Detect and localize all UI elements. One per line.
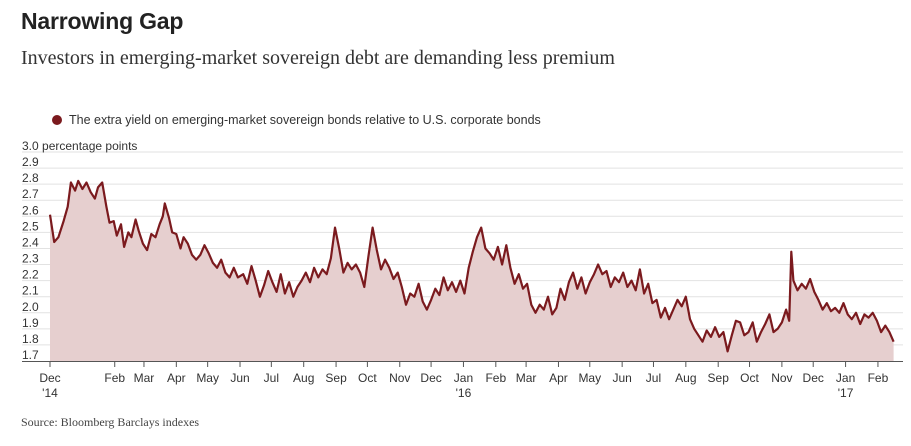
y-tick-label: 2.0 [22, 300, 39, 314]
y-axis-labels: 3.0 percentage points 2.9 2.8 2.7 2.6 2.5 2.4 2… [22, 139, 137, 362]
x-tick-label: Feb [104, 371, 125, 385]
x-tick-label: Nov [771, 371, 792, 385]
x-tick-label: Sep [325, 371, 347, 385]
y-tick-label: 2.3 [22, 252, 39, 266]
x-tick-label: May [196, 371, 219, 385]
x-tick-label: Jul [646, 371, 661, 385]
y-tick-label: 2.8 [22, 171, 39, 185]
y-tick-label: 1.8 [22, 332, 39, 346]
x-tick-year-label: '17 [838, 386, 854, 400]
chart-title: Narrowing Gap [21, 8, 184, 34]
y-tick-label: 2.2 [22, 268, 39, 282]
y-tick-label: 2.4 [22, 235, 39, 249]
x-tick-label: Apr [549, 371, 568, 385]
x-tick-label: Mar [516, 371, 537, 385]
x-tick-label: Sep [708, 371, 730, 385]
x-tick-label: Dec [420, 371, 441, 385]
y-tick-label: 2.5 [22, 219, 39, 233]
x-tick-label: Aug [675, 371, 696, 385]
x-tick-label: Apr [167, 371, 186, 385]
x-tick-label: Mar [134, 371, 155, 385]
x-tick-label: Dec [39, 371, 60, 385]
legend-marker [52, 115, 62, 125]
legend-label: The extra yield on emerging-market sover… [69, 113, 541, 127]
x-tick-label: Jan [454, 371, 473, 385]
x-tick-label: Jun [612, 371, 631, 385]
x-tick-year-label: '16 [456, 386, 472, 400]
x-tick-label: Feb [485, 371, 506, 385]
y-tick-label: 2.6 [22, 203, 39, 217]
x-tick-label: Oct [358, 371, 377, 385]
series-line [48, 179, 895, 353]
chart-subtitle: Investors in emerging-market sovereign d… [21, 47, 615, 69]
y-tick-label: 1.7 [22, 348, 39, 362]
area-layer [48, 179, 895, 361]
x-tick-year-label: '14 [42, 386, 58, 400]
x-tick-label: Feb [868, 371, 889, 385]
y-tick-label: 2.1 [22, 284, 39, 298]
x-tick-label: Jul [264, 371, 279, 385]
legend: The extra yield on emerging-market sover… [52, 113, 541, 127]
y-tick-label: 2.7 [22, 187, 39, 201]
x-tick-label: Jun [230, 371, 249, 385]
x-tick-label: Jan [836, 371, 855, 385]
y-tick-label: 3.0 percentage points [22, 139, 137, 153]
x-tick-label: May [578, 371, 601, 385]
y-tick-label: 1.9 [22, 316, 39, 330]
x-tick-label: Oct [740, 371, 759, 385]
series-area [50, 180, 894, 361]
source-note: Source: Bloomberg Barclays indexes [21, 415, 200, 429]
x-tick-label: Nov [389, 371, 410, 385]
y-tick-label: 2.9 [22, 155, 39, 169]
x-tick-label: Dec [803, 371, 824, 385]
x-tick-label: Aug [293, 371, 314, 385]
